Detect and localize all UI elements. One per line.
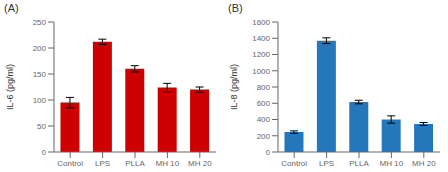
svg-text:100: 100 [33, 96, 47, 105]
html-text:(A): (A) [4, 2, 19, 14]
svg-text:200: 200 [33, 44, 47, 53]
svg-text:MH 20: MH 20 [412, 159, 436, 168]
svg-text:800: 800 [257, 83, 271, 92]
svg-text:1200: 1200 [252, 50, 270, 59]
svg-text:Control: Control [57, 159, 83, 168]
svg-text:PLLA: PLLA [125, 159, 145, 168]
svg-text:IL-6 (pg/ml): IL-6 (pg/ml) [8, 64, 15, 110]
svg-text:600: 600 [257, 99, 271, 108]
svg-text:MH 20: MH 20 [188, 159, 212, 168]
svg-text:200: 200 [257, 132, 271, 141]
svg-text:MH 10: MH 10 [380, 159, 404, 168]
svg-text:250: 250 [33, 18, 47, 27]
svg-text:LPS: LPS [319, 159, 334, 168]
svg-text:50: 50 [37, 122, 46, 131]
html-text:(B): (B) [228, 2, 243, 14]
svg-text:0: 0 [266, 148, 271, 157]
svg-text:400: 400 [257, 115, 271, 124]
svg-text:MH 10: MH 10 [156, 159, 180, 168]
svg-text:PLLA: PLLA [349, 159, 369, 168]
svg-text:1400: 1400 [252, 34, 270, 43]
svg-text:150: 150 [33, 70, 47, 79]
svg-text:Control: Control [281, 159, 307, 168]
svg-text:IL-8 (pg/ml): IL-8 (pg/ml) [229, 64, 239, 110]
svg-text:0: 0 [42, 148, 47, 157]
svg-text:1600: 1600 [252, 18, 270, 27]
svg-text:LPS: LPS [95, 159, 110, 168]
svg-text:1000: 1000 [252, 67, 270, 76]
